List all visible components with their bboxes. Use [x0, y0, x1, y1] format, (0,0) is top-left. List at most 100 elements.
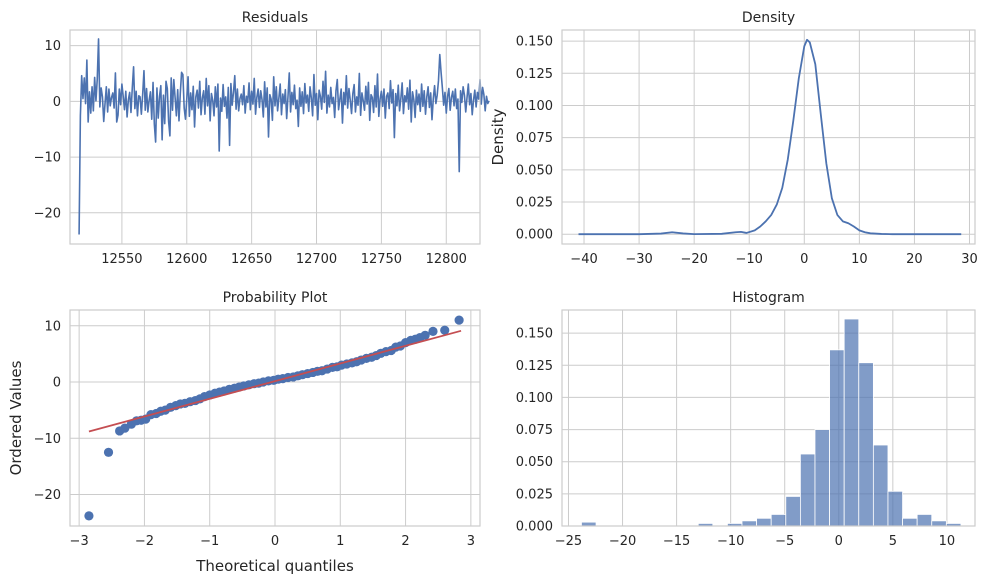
probability-plot-x-tick-label: 2 [401, 534, 409, 549]
histogram-x-tick-label: −15 [663, 534, 690, 549]
density-y-tick-label: 0.125 [516, 67, 553, 82]
probability-plot-x-tick-label: 0 [271, 534, 279, 549]
histogram-bar [770, 514, 787, 527]
histogram-bar [872, 444, 889, 527]
histogram-y-tick-label: 0.000 [516, 520, 553, 535]
residuals-y-tick-label: 10 [44, 39, 61, 54]
probability-plot-point [84, 511, 94, 521]
probability-plot-y-tick-label: −20 [34, 488, 61, 503]
histogram-bar [799, 453, 816, 527]
residuals-x-tick-label: 12700 [296, 252, 337, 267]
probability-plot-x-tick-label: −2 [135, 534, 154, 549]
residuals-y-tick-label: 0 [53, 95, 61, 110]
density-x-tick-label: −20 [680, 252, 707, 267]
residuals-line-layer [78, 38, 490, 235]
histogram-x-tick-label: 0 [835, 534, 843, 549]
histogram-y-tick-label: 0.050 [516, 455, 553, 470]
histogram-y-tick-label: 0.125 [516, 359, 553, 374]
probability-plot-y-axis-label: Ordered Values [7, 360, 25, 475]
probability-plot-point [428, 326, 438, 336]
histogram-x-tick-label: −10 [717, 534, 744, 549]
density-y-tick-label: 0.150 [516, 35, 553, 50]
probability-plot-fit-line [88, 329, 462, 433]
density-title: Density [742, 10, 795, 26]
probability-plot-y-tick-label: 10 [44, 319, 61, 334]
probability-plot-point [103, 447, 114, 457]
probability-plot-points-layer [84, 315, 464, 521]
probability-plot-x-tick-label: 1 [336, 534, 344, 549]
histogram-x-tick-label: −20 [609, 534, 636, 549]
residuals-title: Residuals [242, 10, 308, 26]
histogram-y-tick-label: 0.025 [516, 487, 553, 502]
histogram-panel: Histogram −25 −20 −15 −10 −5 0 5 10 0.150 0.125 0.… [516, 290, 976, 549]
residuals-tick-labels: 12550 12600 12650 12700 12750 12800 10 0 −10 −20 [34, 39, 467, 267]
histogram-x-tick-label: −5 [775, 534, 794, 549]
density-x-tick-label: −40 [570, 252, 597, 267]
histogram-y-tick-label: 0.100 [516, 391, 553, 406]
residuals-y-tick-label: −20 [34, 206, 61, 221]
density-x-tick-label: −30 [625, 252, 652, 267]
density-panel: Density −40 −30 −20 −10 0 10 20 30 0.150 0.125 0.1… [489, 10, 978, 267]
histogram-x-tick-label: 10 [939, 534, 956, 549]
density-line-layer [578, 38, 962, 236]
probability-plot-point [420, 330, 430, 340]
histogram-bar [814, 429, 830, 527]
histogram-bar [858, 362, 874, 527]
histogram-y-tick-label: 0.150 [516, 327, 553, 342]
density-gridlines [562, 30, 975, 244]
histogram-bar [741, 520, 758, 527]
residuals-x-tick-label: 12750 [361, 252, 402, 267]
density-x-tick-label: 0 [800, 252, 808, 267]
residuals-x-tick-label: 12800 [426, 252, 467, 267]
density-x-tick-label: −10 [736, 252, 763, 267]
histogram-tick-labels: −25 −20 −15 −10 −5 0 5 10 0.150 0.125 0.100 0.075 0.… [516, 327, 955, 549]
probability-plot-x-tick-label: −1 [200, 534, 219, 549]
residuals-gridlines [70, 30, 480, 244]
density-axes-frame [561, 29, 976, 245]
probability-plot-y-tick-label: 0 [53, 376, 61, 391]
probability-plot-x-tick-label: 3 [467, 534, 475, 549]
histogram-bar [843, 318, 860, 527]
density-y-tick-label: 0.025 [516, 196, 553, 211]
probability-plot-point [454, 315, 464, 325]
histogram-bar [931, 520, 947, 527]
density-tick-labels: −40 −30 −20 −10 0 10 20 30 0.150 0.125 0.100 0.075 0… [516, 35, 978, 267]
density-y-tick-label: 0.100 [516, 99, 553, 114]
histogram-x-tick-label: 5 [889, 534, 897, 549]
density-y-tick-label: 0.000 [516, 228, 553, 243]
residuals-x-tick-label: 12600 [166, 252, 207, 267]
residuals-panel: Residuals 12550 12600 12650 12700 12750 12800… [34, 10, 490, 267]
density-x-tick-label: 10 [851, 252, 868, 267]
probability-plot-x-tick-label: −3 [70, 534, 89, 549]
residuals-series-line [78, 38, 490, 235]
density-x-tick-label: 30 [961, 252, 978, 267]
probability-plot-axes-frame [69, 309, 481, 527]
residuals-axes-frame [69, 29, 481, 245]
histogram-title: Histogram [732, 290, 805, 306]
histogram-bar [887, 490, 903, 527]
probability-plot-x-axis-label: Theoretical quantiles [195, 557, 354, 575]
histogram-x-tick-label: −25 [555, 534, 582, 549]
histogram-bar [829, 349, 845, 527]
density-curve [578, 38, 962, 236]
histogram-bars-layer [581, 318, 962, 527]
probability-plot-title: Probability Plot [223, 290, 328, 306]
density-x-tick-label: 20 [906, 252, 923, 267]
residuals-y-tick-label: −10 [34, 151, 61, 166]
histogram-bar [756, 517, 772, 527]
histogram-axes-frame [561, 309, 976, 527]
histogram-bar [902, 517, 918, 527]
probability-plot-point [440, 325, 450, 335]
histogram-bar [916, 514, 933, 527]
residuals-x-tick-label: 12550 [101, 252, 142, 267]
histogram-gridlines [562, 310, 975, 527]
density-y-tick-label: 0.075 [516, 131, 553, 146]
probability-plot-y-tick-label: −10 [34, 432, 61, 447]
residuals-x-tick-label: 12650 [231, 252, 272, 267]
histogram-y-tick-label: 0.075 [516, 423, 553, 438]
density-y-axis-label: Density [489, 108, 507, 165]
density-y-tick-label: 0.050 [516, 163, 553, 178]
